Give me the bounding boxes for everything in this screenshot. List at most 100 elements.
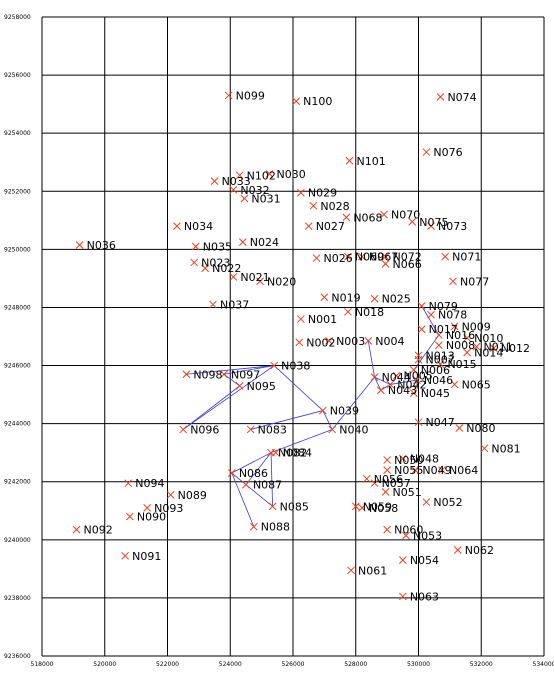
point-marker-n076 [422,148,431,156]
point-marker-n096 [179,425,188,434]
point-marker-n070 [380,210,388,219]
point-label-n089: N089 [178,489,207,502]
point-marker-n090 [125,512,134,521]
point-label-n068: N068 [353,211,382,224]
marker-stroke [344,307,352,316]
point-marker-n099 [224,91,233,100]
connection-line [413,334,440,371]
y-tick-label: 9242000 [4,479,31,486]
point-label-n095: N095 [247,380,276,393]
marker-stroke [427,222,435,230]
point-marker-n073 [427,222,435,230]
y-tick-label: 9248000 [4,304,31,311]
point-label-n099: N099 [236,89,265,102]
point-marker-n003 [325,337,333,345]
point-label-n024: N024 [250,236,279,249]
point-marker-n093 [143,504,151,512]
marker-stroke [271,448,280,457]
point-label-n005: N005 [404,370,433,383]
marker-stroke [408,217,417,226]
marker-stroke [463,334,471,342]
marker-stroke [381,252,390,261]
point-marker-n015 [436,360,445,368]
marker-stroke [240,194,249,203]
point-label-n090: N090 [137,511,166,524]
point-label-n086: N086 [239,467,268,480]
point-label-n003: N003 [336,335,365,348]
point-label-n015: N015 [447,358,476,371]
marker-stroke [325,337,333,345]
point-marker-n064 [438,466,446,474]
marker-stroke [295,338,304,347]
connection-line [182,385,240,430]
point-label-n023: N023 [201,256,230,269]
connection-line [367,340,375,378]
point-label-n101: N101 [356,155,385,168]
marker-stroke [411,466,420,474]
connection-line [390,379,417,385]
point-marker-n091 [121,551,129,560]
marker-stroke [383,525,391,534]
point-label-n062: N062 [465,544,494,557]
point-label-n017: N017 [429,323,458,336]
marker-stroke [480,444,489,453]
point-marker-n059 [351,502,360,511]
marker-stroke [449,277,457,286]
marker-stroke [256,277,264,286]
point-label-n077: N077 [460,275,489,288]
point-marker-n054 [398,556,407,565]
marker-stroke [376,386,385,395]
point-marker-n067 [358,252,366,261]
point-marker-n021 [229,273,238,281]
point-label-n053: N053 [413,529,442,542]
point-marker-n047 [414,418,423,427]
point-label-n051: N051 [393,486,422,499]
marker-stroke [190,258,199,267]
x-tick-label: 532000 [470,661,493,668]
marker-stroke [292,97,300,106]
point-label-n033: N033 [222,175,251,188]
y-tick-label: 9236000 [4,653,31,660]
connection-line [331,376,375,430]
point-label-n072: N072 [393,251,422,264]
marker-stroke [381,488,390,496]
point-marker-n022 [201,264,210,273]
point-label-n065: N065 [462,378,491,391]
point-marker-n049 [411,466,420,474]
point-label-n016: N016 [446,329,475,342]
marker-stroke [370,373,379,382]
marker-stroke [235,171,244,180]
point-marker-n080 [455,424,464,432]
point-label-n094: N094 [135,477,164,490]
point-marker-n056 [362,474,371,483]
x-tick-label: 534000 [533,661,554,668]
point-marker-n068 [342,213,351,222]
marker-stroke [398,454,407,463]
point-marker-n053 [402,531,410,540]
marker-stroke [364,337,373,345]
point-label-n100: N100 [303,95,332,108]
point-marker-n031 [240,194,249,203]
point-label-n073: N073 [438,220,467,233]
point-marker-n097 [220,370,228,379]
connection-line [223,365,275,375]
point-label-n031: N031 [251,193,280,206]
point-label-n055: N055 [394,464,423,477]
point-label-n102: N102 [247,169,276,182]
connection-line [374,376,382,391]
marker-stroke [209,300,217,309]
point-label-n056: N056 [374,473,403,486]
marker-stroke [409,366,418,374]
marker-stroke [398,592,407,601]
point-label-n092: N092 [84,524,113,537]
x-tick-label: 518000 [31,661,54,668]
point-marker-n098 [182,370,191,379]
point-label-n059: N059 [363,500,392,513]
point-marker-n002 [295,338,304,347]
point-marker-n072 [381,252,390,261]
marker-stroke [143,504,151,512]
y-tick-label: 9238000 [4,595,31,602]
marker-stroke [414,355,423,364]
point-label-n046: N046 [424,374,453,387]
